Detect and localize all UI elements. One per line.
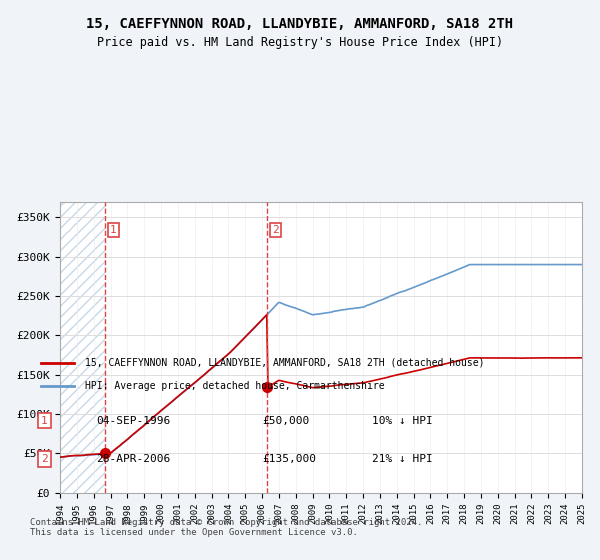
Text: 1: 1 [110,225,117,235]
Text: 15, CAEFFYNNON ROAD, LLANDYBIE, AMMANFORD, SA18 2TH: 15, CAEFFYNNON ROAD, LLANDYBIE, AMMANFOR… [86,17,514,31]
Text: HPI: Average price, detached house, Carmarthenshire: HPI: Average price, detached house, Carm… [85,381,385,391]
Text: £135,000: £135,000 [262,454,316,464]
Text: 10% ↓ HPI: 10% ↓ HPI [372,416,433,426]
Text: 2: 2 [272,225,279,235]
Text: 28-APR-2006: 28-APR-2006 [96,454,170,464]
Text: 04-SEP-1996: 04-SEP-1996 [96,416,170,426]
Text: Price paid vs. HM Land Registry's House Price Index (HPI): Price paid vs. HM Land Registry's House … [97,36,503,49]
Text: 2: 2 [41,454,48,464]
Text: 15, CAEFFYNNON ROAD, LLANDYBIE, AMMANFORD, SA18 2TH (detached house): 15, CAEFFYNNON ROAD, LLANDYBIE, AMMANFOR… [85,358,485,367]
Text: 1: 1 [41,416,48,426]
Text: 21% ↓ HPI: 21% ↓ HPI [372,454,433,464]
Text: £50,000: £50,000 [262,416,309,426]
Text: Contains HM Land Registry data © Crown copyright and database right 2024.
This d: Contains HM Land Registry data © Crown c… [30,518,422,538]
